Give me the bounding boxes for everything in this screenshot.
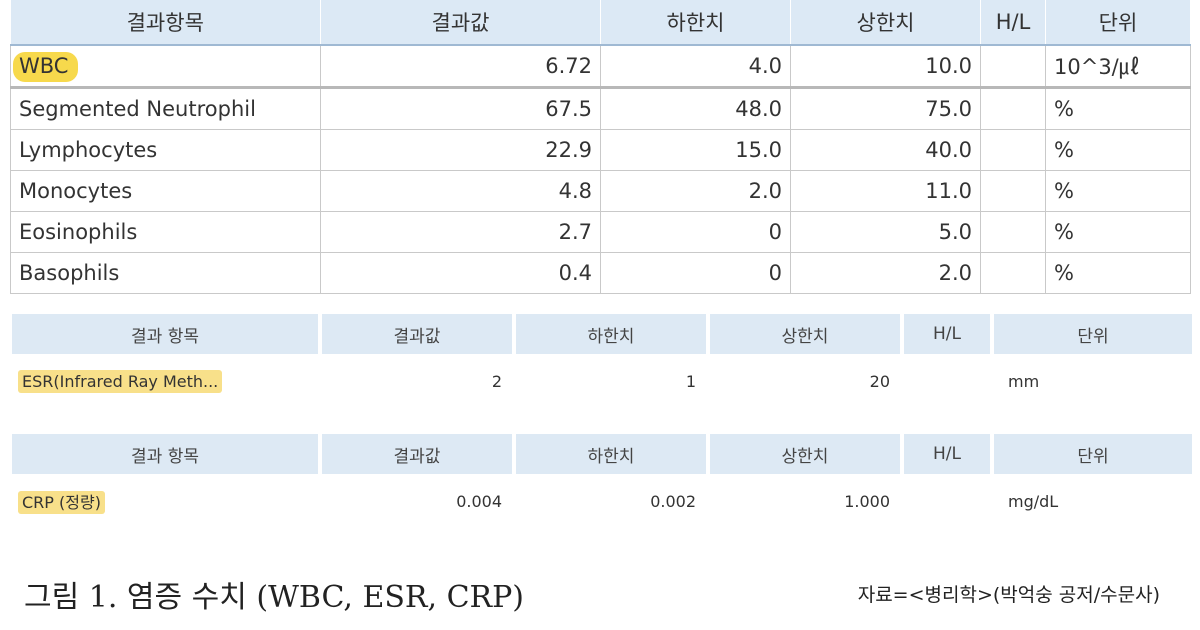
row-hl: [980, 252, 1046, 294]
row-low: 4.0: [600, 44, 791, 89]
header-unit: 단위: [994, 314, 1192, 354]
row-item: Eosinophils: [10, 211, 321, 253]
row-value: 0.004: [456, 491, 502, 511]
row-hl: [980, 44, 1046, 89]
table-row: CRP (정량) 0.004 0.002 1.000 mg/dL: [12, 474, 1192, 528]
header-unit: 단위: [994, 434, 1192, 474]
table-row: ESR(Infrared Ray Meth... 2 1 20 mm: [12, 354, 1192, 408]
table-row: Basophils 0.4 0 2.0 %: [10, 252, 1191, 294]
row-high: 1.000: [844, 491, 890, 511]
header-hl: H/L: [904, 314, 990, 354]
row-high: 20: [869, 371, 890, 391]
row-value: 22.9: [320, 129, 601, 171]
row-value: 4.8: [320, 170, 601, 212]
row-hl: [980, 170, 1046, 212]
row-value: 2: [491, 371, 502, 391]
row-item: WBC: [10, 44, 321, 89]
row-unit: %: [1045, 87, 1191, 130]
source-credit: 자료=<병리학>(박억숭 공저/수문사): [857, 584, 1160, 606]
table-header-row: 결과항목 결과값 하한치 상한치 H/L 단위: [10, 0, 1191, 46]
header-item: 결과 항목: [12, 434, 318, 474]
row-low: 0: [600, 211, 791, 253]
row-low: 0.002: [650, 491, 696, 511]
row-unit: mm: [1008, 371, 1040, 391]
row-item: Monocytes: [10, 170, 321, 212]
row-value: 2.7: [320, 211, 601, 253]
header-low: 하한치: [516, 314, 706, 354]
row-high: 10.0: [790, 44, 981, 89]
row-unit: %: [1045, 170, 1191, 212]
header-value: 결과값: [322, 434, 512, 474]
table-row: Lymphocytes 22.9 15.0 40.0 %: [10, 129, 1191, 171]
row-value: 67.5: [320, 87, 601, 130]
table-row: Segmented Neutrophil 67.5 48.0 75.0 %: [10, 87, 1191, 130]
highlight-marker: WBC: [13, 52, 79, 82]
row-value: 6.72: [320, 44, 601, 89]
table-header-row: 결과 항목 결과값 하한치 상한치 H/L 단위: [12, 434, 1192, 474]
row-low: 48.0: [600, 87, 791, 130]
row-high: 2.0: [790, 252, 981, 294]
header-high: 상한치: [790, 0, 981, 46]
row-unit: %: [1045, 211, 1191, 253]
row-hl: [980, 87, 1046, 130]
esr-result-table: 결과 항목 결과값 하한치 상한치 H/L 단위 ESR(Infrared Ra…: [8, 314, 1196, 408]
row-value: 0.4: [320, 252, 601, 294]
header-low: 하한치: [516, 434, 706, 474]
row-low: 15.0: [600, 129, 791, 171]
header-high: 상한치: [710, 314, 900, 354]
row-unit: %: [1045, 252, 1191, 294]
row-hl: [904, 474, 990, 528]
row-low: 2.0: [600, 170, 791, 212]
row-item: CRP (정량): [12, 474, 318, 528]
row-item: ESR(Infrared Ray Meth...: [12, 354, 318, 408]
cbc-result-table: 결과항목 결과값 하한치 상한치 H/L 단위 WBC 6.72 4.0 10.…: [10, 0, 1191, 294]
header-value: 결과값: [322, 314, 512, 354]
row-item: Segmented Neutrophil: [10, 87, 321, 130]
row-hl: [980, 129, 1046, 171]
crp-result-table: 결과 항목 결과값 하한치 상한치 H/L 단위 CRP (정량) 0.004 …: [8, 434, 1196, 528]
table-header-row: 결과 항목 결과값 하한치 상한치 H/L 단위: [12, 314, 1192, 354]
row-high: 75.0: [790, 87, 981, 130]
figure-caption: 그림 1. 염증 수치 (WBC, ESR, CRP): [24, 580, 525, 615]
row-unit: %: [1045, 129, 1191, 171]
row-unit: mg/dL: [1008, 491, 1059, 511]
row-unit: 10^3/㎕: [1045, 44, 1191, 89]
highlight-marker: ESR(Infrared Ray Meth...: [18, 369, 223, 393]
row-hl: [904, 354, 990, 408]
row-hl: [980, 211, 1046, 253]
row-item: Lymphocytes: [10, 129, 321, 171]
highlight-marker: CRP (정량): [18, 491, 105, 514]
header-hl: H/L: [904, 434, 990, 474]
header-unit: 단위: [1045, 0, 1191, 46]
header-item: 결과 항목: [12, 314, 318, 354]
header-high: 상한치: [710, 434, 900, 474]
header-hl: H/L: [980, 0, 1046, 46]
header-value: 결과값: [320, 0, 601, 46]
row-high: 11.0: [790, 170, 981, 212]
row-item: Basophils: [10, 252, 321, 294]
table-row: Eosinophils 2.7 0 5.0 %: [10, 211, 1191, 253]
header-low: 하한치: [600, 0, 791, 46]
row-high: 40.0: [790, 129, 981, 171]
row-high: 5.0: [790, 211, 981, 253]
row-low: 1: [685, 371, 696, 391]
table-row: WBC 6.72 4.0 10.0 10^3/㎕: [10, 44, 1191, 89]
row-low: 0: [600, 252, 791, 294]
header-item: 결과항목: [10, 0, 321, 46]
table-row: Monocytes 4.8 2.0 11.0 %: [10, 170, 1191, 212]
